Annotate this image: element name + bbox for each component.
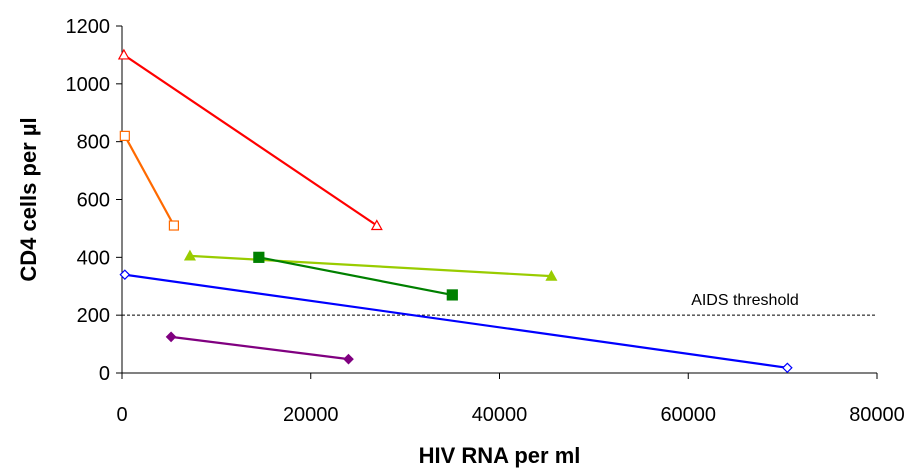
- square-marker: [446, 289, 458, 301]
- x-tick-label: 80000: [849, 404, 905, 426]
- x-tick-label: 40000: [472, 404, 528, 426]
- diamond-marker: [781, 362, 793, 374]
- axes: 0 200 400 600 800 1000 1200 0 20000 40000 60000 800…: [66, 16, 905, 426]
- series-line: [189, 254, 552, 278]
- series-2: [183, 249, 558, 281]
- y-tick-label: 1200: [66, 16, 111, 38]
- series-4: [119, 269, 793, 374]
- x-axis-label: HIV RNA per ml: [419, 443, 581, 468]
- x-tick-label: 20000: [283, 404, 339, 426]
- y-tick-label: 200: [77, 305, 110, 327]
- triangle-marker: [117, 48, 130, 60]
- x-tick-label: 0: [116, 404, 127, 426]
- series-line: [124, 273, 788, 369]
- series-line: [123, 135, 175, 227]
- triangle-marker: [183, 249, 196, 261]
- y-axis-label: CD4 cells per µl: [16, 117, 41, 281]
- y-tick-label: 400: [77, 247, 110, 269]
- square-marker: [253, 251, 265, 263]
- diamond-marker: [119, 269, 131, 281]
- triangle-marker: [545, 269, 558, 281]
- y-tick-label: 1000: [66, 74, 111, 96]
- y-tick-label: 800: [77, 132, 110, 154]
- diamond-marker: [343, 353, 354, 365]
- triangle-marker: [370, 219, 383, 231]
- square-marker: [168, 220, 180, 231]
- series-3: [253, 251, 458, 301]
- x-tick-label: 60000: [660, 404, 716, 426]
- series-1: [119, 130, 180, 231]
- series-0: [117, 48, 383, 231]
- series-5: [165, 331, 354, 365]
- series-line: [258, 256, 453, 297]
- series-line: [123, 54, 378, 227]
- series-line: [170, 335, 349, 361]
- square-marker: [119, 130, 130, 141]
- series-group: [117, 48, 793, 374]
- aids-threshold-label: AIDS threshold: [691, 292, 799, 309]
- y-tick-label: 0: [99, 363, 110, 385]
- threshold-group: AIDS threshold: [122, 292, 877, 316]
- diamond-marker: [165, 331, 177, 343]
- y-tick-label: 600: [77, 190, 110, 212]
